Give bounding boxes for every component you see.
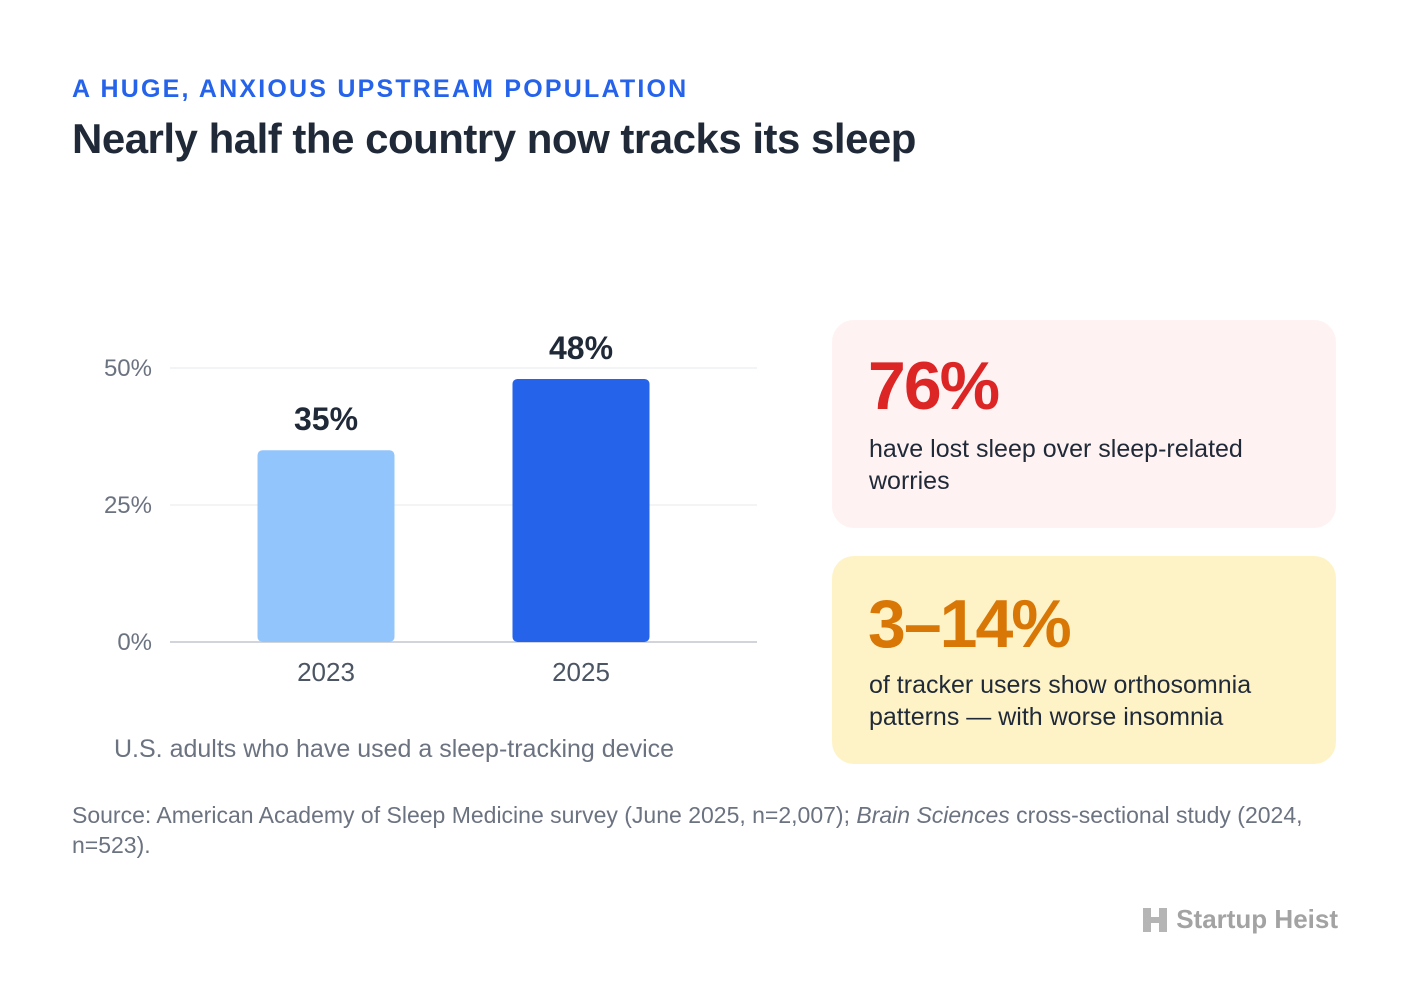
- bar-value-label: 48%: [549, 330, 613, 366]
- h-logo-icon: [1143, 907, 1168, 932]
- bar-chart: 0% 25% 50% 35% 2023 48% 2025: [104, 330, 757, 687]
- source-note: Source: American Academy of Sleep Medici…: [72, 800, 1332, 860]
- stat-card-sleep-worries: 76% have lost sleep over sleep-related w…: [832, 320, 1336, 528]
- source-journal: Brain Sciences: [856, 802, 1010, 828]
- bar-2025: [512, 378, 650, 642]
- stat-card-orthosomnia: 3–14% of tracker users show orthosomnia …: [832, 556, 1336, 764]
- chart-caption: U.S. adults who have used a sleep-tracki…: [114, 735, 675, 763]
- bar-2023: [257, 450, 395, 642]
- brand-name: Startup Heist: [1176, 904, 1338, 934]
- source-suffix: cross-sectional study (2024, n=523).: [72, 802, 1303, 858]
- y-tick-label: 25%: [104, 492, 152, 519]
- bar-value-label: 35%: [294, 401, 358, 437]
- eyebrow: A HUGE, ANXIOUS UPSTREAM POPULATION: [72, 75, 689, 103]
- x-category-label: 2023: [297, 657, 355, 687]
- stat-description: have lost sleep over sleep-related worri…: [869, 435, 1243, 495]
- brand-logo: Startup Heist: [1142, 904, 1338, 935]
- source-prefix: Source: American Academy of Sleep Medici…: [72, 802, 857, 828]
- x-category-label: 2025: [552, 657, 610, 687]
- page-title: Nearly half the country now tracks its s…: [72, 115, 916, 162]
- stat-value: 3–14%: [868, 586, 1072, 662]
- y-tick-label: 0%: [117, 629, 152, 656]
- stat-description: of tracker users show orthosomnia patter…: [869, 671, 1252, 731]
- y-tick-label: 50%: [104, 355, 152, 382]
- stat-value: 76%: [868, 348, 1000, 424]
